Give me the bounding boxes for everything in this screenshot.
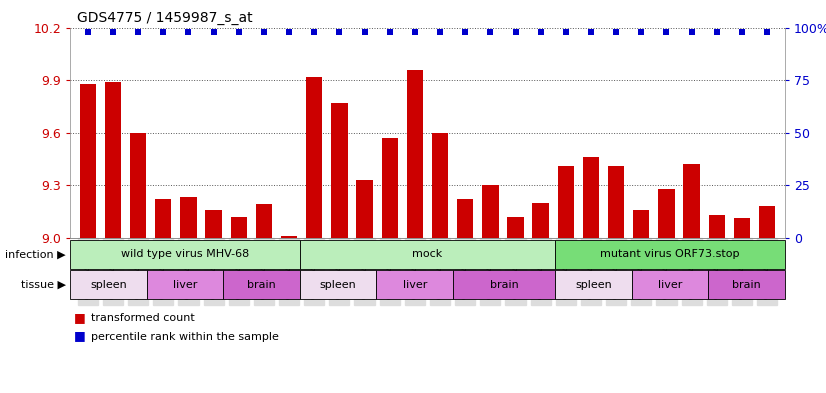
Text: transformed count: transformed count bbox=[91, 313, 195, 323]
Text: infection ▶: infection ▶ bbox=[6, 250, 66, 259]
Bar bbox=[709, 215, 725, 238]
Text: liver: liver bbox=[402, 280, 427, 290]
Text: spleen: spleen bbox=[575, 280, 612, 290]
Bar bbox=[382, 138, 398, 238]
Bar bbox=[555, 240, 785, 269]
Bar bbox=[70, 240, 300, 269]
Text: liver: liver bbox=[173, 280, 197, 290]
Bar bbox=[306, 77, 322, 238]
Bar bbox=[223, 270, 300, 299]
Bar bbox=[70, 270, 147, 299]
Bar bbox=[147, 270, 223, 299]
Text: percentile rank within the sample: percentile rank within the sample bbox=[91, 332, 278, 342]
Bar bbox=[632, 270, 708, 299]
Bar bbox=[658, 189, 675, 238]
Bar bbox=[555, 270, 632, 299]
Text: wild type virus MHV-68: wild type virus MHV-68 bbox=[121, 250, 249, 259]
Bar bbox=[507, 217, 524, 238]
Bar bbox=[356, 180, 373, 238]
Bar bbox=[633, 210, 649, 238]
Bar bbox=[583, 157, 599, 238]
Bar bbox=[733, 219, 750, 238]
Bar bbox=[300, 240, 555, 269]
Bar bbox=[206, 210, 222, 238]
Bar bbox=[130, 132, 146, 238]
Bar bbox=[708, 270, 785, 299]
Bar bbox=[482, 185, 499, 238]
Bar bbox=[256, 204, 272, 238]
Bar bbox=[457, 199, 473, 238]
Bar bbox=[377, 270, 453, 299]
Text: brain: brain bbox=[490, 280, 519, 290]
Text: mutant virus ORF73.stop: mutant virus ORF73.stop bbox=[601, 250, 739, 259]
Bar bbox=[155, 199, 172, 238]
Bar bbox=[281, 236, 297, 238]
Bar bbox=[683, 164, 700, 238]
Text: ■: ■ bbox=[74, 329, 86, 342]
Bar bbox=[558, 166, 574, 238]
Text: brain: brain bbox=[247, 280, 276, 290]
Text: ■: ■ bbox=[74, 310, 86, 324]
Bar bbox=[432, 132, 449, 238]
Text: tissue ▶: tissue ▶ bbox=[21, 280, 66, 290]
Bar bbox=[105, 82, 121, 238]
Bar bbox=[331, 103, 348, 238]
Text: mock: mock bbox=[412, 250, 443, 259]
Text: liver: liver bbox=[657, 280, 682, 290]
Bar bbox=[759, 206, 776, 238]
Bar bbox=[79, 84, 96, 238]
Bar bbox=[230, 217, 247, 238]
Bar bbox=[406, 70, 423, 238]
Text: GDS4775 / 1459987_s_at: GDS4775 / 1459987_s_at bbox=[78, 11, 253, 25]
Text: brain: brain bbox=[732, 280, 761, 290]
Bar bbox=[608, 166, 624, 238]
Text: spleen: spleen bbox=[320, 280, 357, 290]
Bar bbox=[180, 197, 197, 238]
Bar bbox=[453, 270, 555, 299]
Bar bbox=[300, 270, 377, 299]
Text: spleen: spleen bbox=[90, 280, 127, 290]
Bar bbox=[533, 203, 548, 238]
